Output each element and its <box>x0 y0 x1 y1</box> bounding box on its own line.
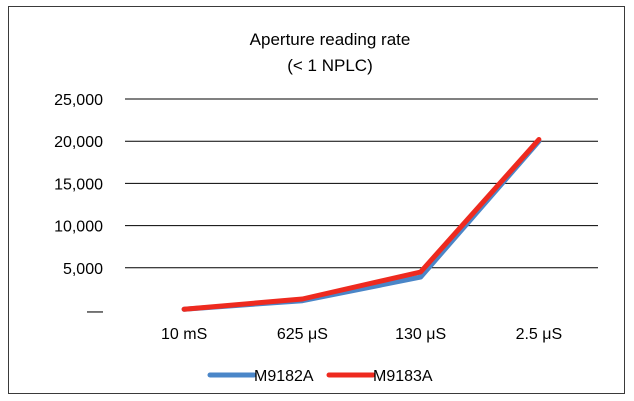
legend-label: M9182A <box>254 368 314 385</box>
x-tick-label: 625 μS <box>277 326 328 343</box>
y-axis-ticks: — 5,000 10,000 15,000 20,000 25,000 <box>54 92 103 320</box>
legend: M9182A M9183A <box>207 368 433 385</box>
y-tick-label: 15,000 <box>54 176 103 193</box>
series-line-m9183a <box>181 137 542 312</box>
y-tick-label: 5,000 <box>63 261 103 278</box>
y-tick-label: 25,000 <box>54 92 103 109</box>
y-tick-label: — <box>87 303 103 320</box>
chart-title: Aperture reading rate <box>250 30 411 49</box>
x-tick-label: 130 μS <box>395 326 446 343</box>
gridlines <box>125 98 598 269</box>
chart-subtitle: (< 1 NPLC) <box>287 56 373 75</box>
legend-label: M9183A <box>373 368 433 385</box>
x-tick-label: 2.5 μS <box>516 326 563 343</box>
y-tick-label: 10,000 <box>54 219 103 236</box>
x-tick-label: 10 mS <box>161 326 207 343</box>
x-axis-ticks: 10 mS 625 μS 130 μS 2.5 μS <box>161 326 562 343</box>
chart-frame <box>8 6 625 394</box>
series-lines <box>181 137 542 312</box>
y-tick-label: 20,000 <box>54 134 103 151</box>
